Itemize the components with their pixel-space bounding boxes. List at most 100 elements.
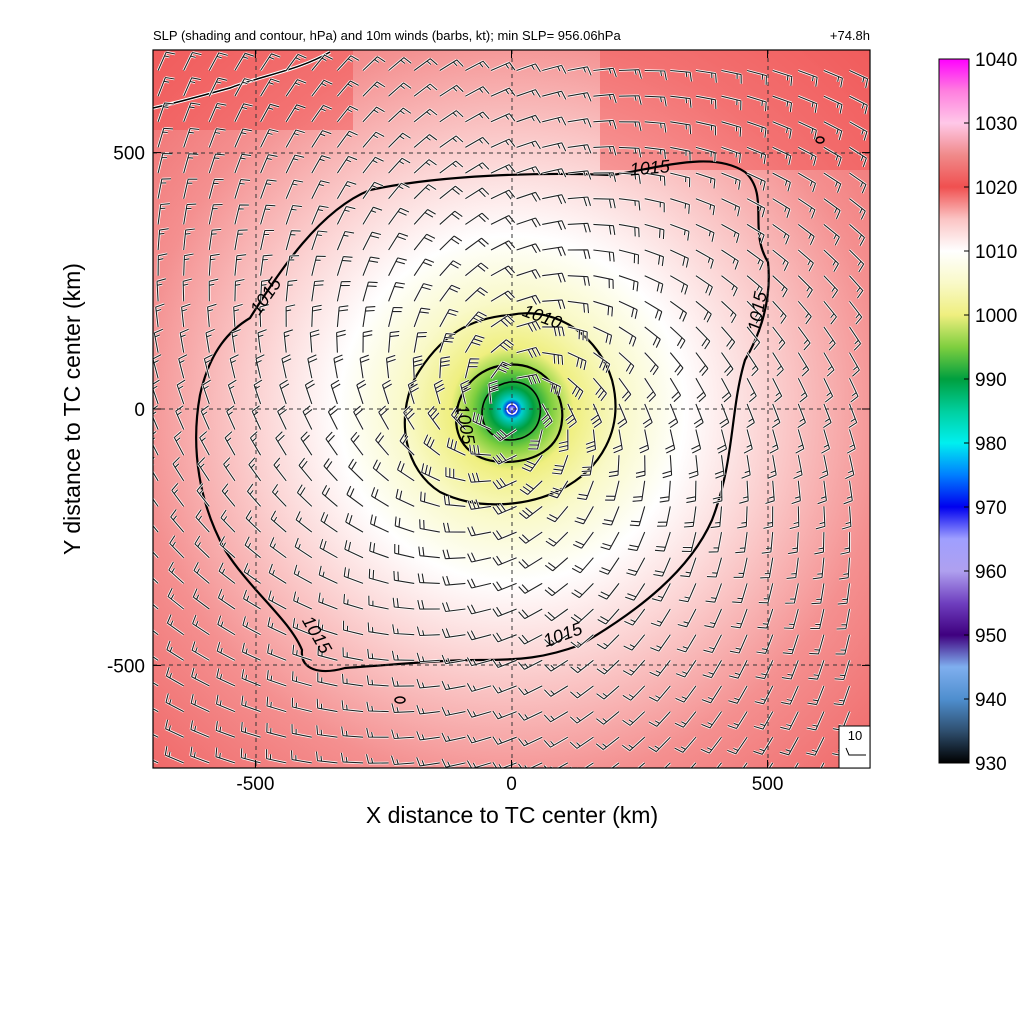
wind-barb <box>669 377 682 403</box>
wind-barb <box>441 758 466 768</box>
wind-barb <box>632 480 646 502</box>
wind-barb <box>657 506 671 527</box>
wind-barb <box>772 146 792 166</box>
wind-barb <box>680 557 697 578</box>
wind-barb <box>542 116 567 126</box>
wind-barb <box>612 429 623 454</box>
wind-barb <box>542 194 567 205</box>
wind-barb <box>806 711 825 731</box>
wind-barb <box>669 326 686 349</box>
wind-barb <box>388 282 405 302</box>
contour-1000 <box>481 381 542 441</box>
wind-barb <box>490 189 516 200</box>
wind-barb <box>234 103 253 123</box>
wind-barb <box>208 204 223 225</box>
wind-barb <box>823 223 840 246</box>
wind-barb <box>285 104 306 123</box>
wind-barb <box>367 648 389 661</box>
wind-barb <box>155 303 165 327</box>
wind-barb <box>593 249 615 262</box>
wind-barb <box>388 57 412 71</box>
wind-barb <box>388 232 409 251</box>
wind-barb <box>493 429 517 442</box>
wind-barb <box>596 685 620 700</box>
wind-barb <box>216 641 236 661</box>
wind-barb <box>542 326 565 337</box>
wind-barb <box>849 198 866 220</box>
wind-barb <box>786 557 799 579</box>
wind-barb-legend-symbol <box>845 747 866 756</box>
wind-barb <box>311 54 333 71</box>
wind-barb <box>567 66 592 76</box>
wind-barb <box>649 659 671 677</box>
wind-barb <box>153 405 159 430</box>
wind-barb <box>413 307 431 328</box>
wind-barb <box>567 144 592 154</box>
wind-barb <box>618 275 639 292</box>
wind-barb <box>467 552 492 563</box>
colorbar-tick-label: 950 <box>975 626 1007 647</box>
wind-barb <box>593 198 616 209</box>
wind-barb <box>712 480 723 504</box>
wind-barb <box>165 667 184 687</box>
wind-barb <box>311 304 322 327</box>
wind-barb <box>772 95 793 113</box>
wind-barb <box>817 480 827 505</box>
wind-barb <box>521 454 543 472</box>
wind-barb <box>442 549 466 560</box>
wind-barb <box>681 531 697 553</box>
wind-barb <box>695 275 713 296</box>
wind-barb <box>793 455 803 480</box>
wind-barb <box>545 531 569 547</box>
wind-barb <box>395 488 415 507</box>
wind-barb <box>695 69 717 83</box>
wind-barb <box>446 437 466 456</box>
wind-barb <box>695 146 716 162</box>
wind-barb <box>618 223 640 238</box>
wind-barb <box>423 434 441 456</box>
wind-barb <box>183 253 194 276</box>
wind-barb <box>202 379 211 405</box>
wind-barb <box>767 455 777 479</box>
wind-barb <box>281 354 292 379</box>
contour-1015 <box>195 160 770 672</box>
wind-barb <box>391 729 415 740</box>
wind-barb <box>167 588 185 610</box>
wind-barb <box>320 511 338 533</box>
colorbar-tick-label: 980 <box>975 434 1007 455</box>
wind-barb <box>704 608 723 628</box>
wind-barb <box>442 575 466 586</box>
wind-barb <box>746 146 767 165</box>
wind-barb <box>465 136 490 148</box>
wind-barb <box>336 305 349 327</box>
wind-barb <box>702 660 722 679</box>
wind-barb <box>570 659 594 674</box>
wind-barb <box>275 431 287 456</box>
wind-barb <box>233 303 243 327</box>
wind-barb <box>670 69 692 82</box>
wind-barb <box>542 90 567 100</box>
wind-barb <box>178 354 188 379</box>
wind-barb <box>413 209 436 225</box>
wind-barb <box>797 326 811 351</box>
wind-barb <box>153 483 159 507</box>
wind-barb <box>293 591 313 610</box>
wind-barb <box>367 622 389 636</box>
colorbar-tick-label: 1040 <box>975 50 1017 71</box>
wind-barb <box>157 127 174 148</box>
wind-barb <box>835 634 851 655</box>
wind-barb <box>721 377 732 403</box>
wind-barb <box>441 680 466 691</box>
wind-barb <box>336 105 359 123</box>
wind-barb <box>343 567 364 584</box>
wind-barb <box>781 685 799 705</box>
wind-barb <box>171 483 185 507</box>
wind-barb <box>362 156 384 174</box>
wind-barb <box>366 701 389 713</box>
wind-barb <box>783 608 799 629</box>
wind-barb <box>574 506 594 525</box>
wind-barb <box>670 275 689 295</box>
wind-barb <box>823 198 841 220</box>
wind-barb <box>390 755 415 766</box>
wind-barb <box>625 583 646 601</box>
